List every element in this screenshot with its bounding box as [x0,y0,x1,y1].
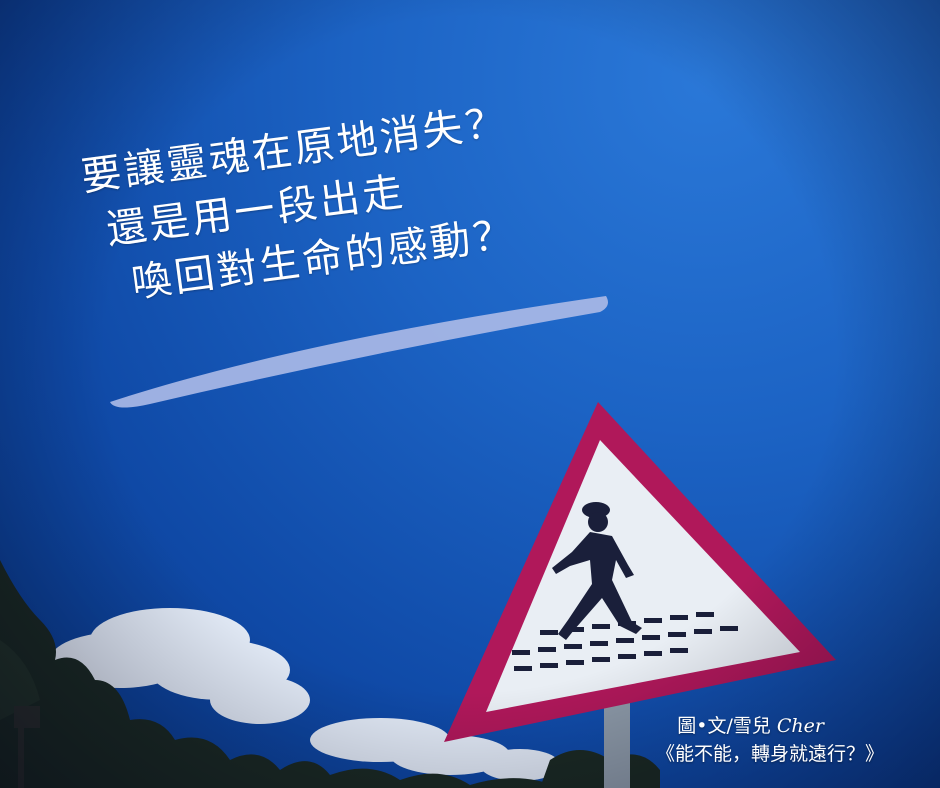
book-title: 《能不能，轉身就遠行？》 [655,743,884,765]
pedestrian-crossing-sign [444,402,836,742]
brushstroke-underline [110,296,608,408]
author-credit: 圖•文/雪兒 Cher [656,712,884,740]
author-prefix: 圖•文/雪兒 [677,715,777,737]
sign-pole [604,700,630,788]
author-signature: Cher [776,715,824,737]
street-lamp [14,706,40,788]
credit-block: 圖•文/雪兒 Cher 《能不能，轉身就遠行？》 [656,712,884,768]
pedestrian-crossing-icon [512,502,738,671]
clouds [50,608,560,781]
